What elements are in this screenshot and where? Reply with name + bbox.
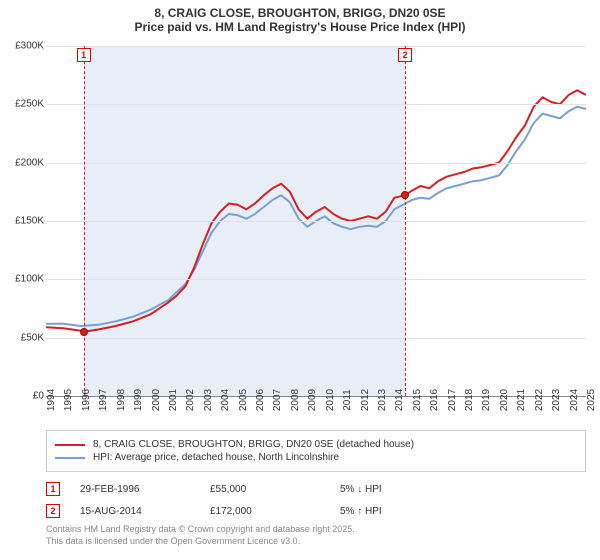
event-date-1: 29-FEB-1996 xyxy=(80,484,210,495)
x-tick-label: 2000 xyxy=(151,389,162,411)
series-line xyxy=(46,107,586,326)
event-table: 1 29-FEB-1996 £55,000 5% ↓ HPI 2 15-AUG-… xyxy=(46,478,586,522)
x-tick-label: 2021 xyxy=(516,389,527,411)
x-tick-label: 2002 xyxy=(185,389,196,411)
legend-label-red: 8, CRAIG CLOSE, BROUGHTON, BRIGG, DN20 0… xyxy=(93,439,414,450)
event-delta-1: 5% ↓ HPI xyxy=(340,484,470,495)
x-tick-label: 2001 xyxy=(168,389,179,411)
x-tick-label: 2013 xyxy=(377,389,388,411)
event-dot xyxy=(80,328,88,336)
event-row-1: 1 29-FEB-1996 £55,000 5% ↓ HPI xyxy=(46,478,586,500)
grid-line-h xyxy=(46,221,586,222)
chart-title: 8, CRAIG CLOSE, BROUGHTON, BRIGG, DN20 0… xyxy=(0,0,600,36)
x-tick-label: 2023 xyxy=(551,389,562,411)
legend-row-blue: HPI: Average price, detached house, Nort… xyxy=(55,452,577,463)
title-line-1: 8, CRAIG CLOSE, BROUGHTON, BRIGG, DN20 0… xyxy=(10,6,590,20)
x-tick-label: 2006 xyxy=(255,389,266,411)
x-tick-label: 2011 xyxy=(342,389,353,411)
x-tick-label: 2003 xyxy=(203,389,214,411)
legend-swatch-blue xyxy=(55,457,85,459)
title-line-2: Price paid vs. HM Land Registry's House … xyxy=(10,20,590,34)
x-tick-label: 2009 xyxy=(307,389,318,411)
x-tick-label: 2014 xyxy=(394,389,405,411)
x-tick-label: 1998 xyxy=(116,389,127,411)
x-tick-label: 2022 xyxy=(534,389,545,411)
plot-area: 12 xyxy=(46,46,586,396)
x-tick-label: 2004 xyxy=(220,389,231,411)
x-tick-label: 2018 xyxy=(464,389,475,411)
y-tick-label: £0 xyxy=(2,391,44,402)
grid-line-h xyxy=(46,338,586,339)
footer-line-2: This data is licensed under the Open Gov… xyxy=(46,536,355,548)
footer-line-1: Contains HM Land Registry data © Crown c… xyxy=(46,524,355,536)
chart-container: 8, CRAIG CLOSE, BROUGHTON, BRIGG, DN20 0… xyxy=(0,0,600,560)
y-tick-label: £300K xyxy=(2,41,44,52)
x-tick-label: 2020 xyxy=(499,389,510,411)
x-tick-label: 1999 xyxy=(133,389,144,411)
x-tick-label: 1995 xyxy=(63,389,74,411)
x-tick-label: 2005 xyxy=(238,389,249,411)
y-tick-label: £250K xyxy=(2,99,44,110)
x-tick-label: 2016 xyxy=(429,389,440,411)
x-tick-label: 1997 xyxy=(98,389,109,411)
legend-label-blue: HPI: Average price, detached house, Nort… xyxy=(93,452,339,463)
x-tick-label: 2007 xyxy=(272,389,283,411)
event-dot xyxy=(401,191,409,199)
event-marker-1: 1 xyxy=(46,482,60,496)
y-tick-label: £100K xyxy=(2,274,44,285)
x-tick-label: 2019 xyxy=(481,389,492,411)
x-tick-label: 1994 xyxy=(46,389,57,411)
x-tick-label: 2024 xyxy=(569,389,580,411)
grid-line-h xyxy=(46,279,586,280)
y-tick-label: £200K xyxy=(2,157,44,168)
event-vline xyxy=(84,46,85,396)
event-price-1: £55,000 xyxy=(210,484,340,495)
grid-line-h xyxy=(46,104,586,105)
legend: 8, CRAIG CLOSE, BROUGHTON, BRIGG, DN20 0… xyxy=(46,430,586,472)
x-tick-label: 2025 xyxy=(586,389,597,411)
x-tick-label: 1996 xyxy=(81,389,92,411)
attribution-footer: Contains HM Land Registry data © Crown c… xyxy=(46,524,355,547)
grid-line-h xyxy=(46,46,586,47)
event-price-2: £172,000 xyxy=(210,506,340,517)
x-tick-label: 2010 xyxy=(325,389,336,411)
series-line xyxy=(46,90,586,331)
event-marker-box: 1 xyxy=(77,48,91,62)
x-tick-label: 2015 xyxy=(412,389,423,411)
legend-swatch-red xyxy=(55,444,85,446)
legend-row-red: 8, CRAIG CLOSE, BROUGHTON, BRIGG, DN20 0… xyxy=(55,439,577,450)
event-vline xyxy=(405,46,406,396)
y-tick-label: £150K xyxy=(2,216,44,227)
event-row-2: 2 15-AUG-2014 £172,000 5% ↑ HPI xyxy=(46,500,586,522)
event-marker-2: 2 xyxy=(46,504,60,518)
x-tick-label: 2012 xyxy=(360,389,371,411)
grid-line-h xyxy=(46,163,586,164)
event-marker-box: 2 xyxy=(398,48,412,62)
event-date-2: 15-AUG-2014 xyxy=(80,506,210,517)
x-tick-label: 2008 xyxy=(290,389,301,411)
x-tick-label: 2017 xyxy=(447,389,458,411)
y-tick-label: £50K xyxy=(2,332,44,343)
event-delta-2: 5% ↑ HPI xyxy=(340,506,470,517)
